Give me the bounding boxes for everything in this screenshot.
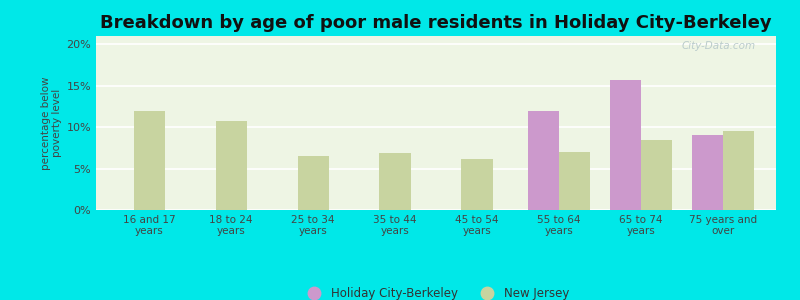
Bar: [216, 121, 246, 210]
Bar: [379, 153, 410, 210]
Bar: [298, 156, 329, 210]
Bar: [692, 135, 722, 210]
Bar: [134, 111, 165, 210]
Text: City-Data.com: City-Data.com: [682, 41, 755, 51]
Y-axis label: percentage below
poverty level: percentage below poverty level: [41, 76, 62, 170]
Bar: [559, 152, 590, 210]
Bar: [722, 131, 754, 210]
Bar: [641, 140, 672, 210]
Title: Breakdown by age of poor male residents in Holiday City-Berkeley: Breakdown by age of poor male residents …: [100, 14, 772, 32]
Bar: [462, 160, 493, 210]
Legend: Holiday City-Berkeley, New Jersey: Holiday City-Berkeley, New Jersey: [298, 282, 574, 300]
Bar: [610, 80, 641, 210]
Bar: [528, 111, 559, 210]
